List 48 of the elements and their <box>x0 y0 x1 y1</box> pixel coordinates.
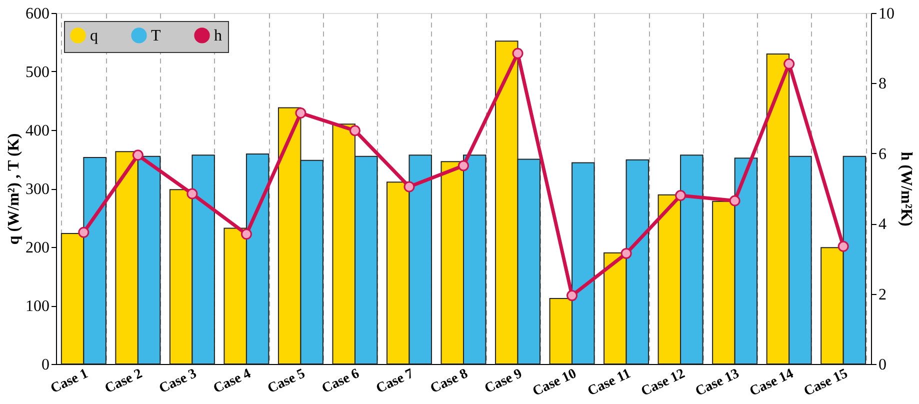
point <box>132 150 144 161</box>
y2-tick-label: 6 <box>878 146 886 163</box>
point <box>620 248 632 259</box>
point <box>78 226 90 238</box>
x-tick-label: Case 10 <box>530 366 579 400</box>
x-tick-label: Case 3 <box>157 366 200 397</box>
x-tick-label: Case 6 <box>320 366 362 397</box>
x-tick-label: Case 15 <box>802 366 850 400</box>
x-tick-label: Case 9 <box>482 366 525 397</box>
y-tick-label: 200 <box>26 240 50 256</box>
y-tick-label: 100 <box>26 298 50 315</box>
y2-tick-label: 0 <box>878 356 886 374</box>
y2-tick-label: 10 <box>878 6 894 22</box>
point <box>729 195 740 206</box>
point <box>512 48 524 59</box>
point <box>186 188 198 200</box>
y-tick-label: 500 <box>26 64 50 81</box>
legend-label: h <box>214 27 222 44</box>
x-tick-label: Case 4 <box>211 366 254 397</box>
x-tick-label: Case 1 <box>48 366 91 397</box>
legend-label: T <box>151 27 161 44</box>
y2-tick-label: 2 <box>878 286 886 304</box>
point <box>404 181 415 192</box>
point <box>838 240 849 252</box>
x-tick-label: Case 5 <box>266 366 308 397</box>
y-tick-label: 600 <box>26 6 50 22</box>
y-axis-title: q (W/m²) , T (K) <box>6 133 22 245</box>
x-tick-label: Case 12 <box>639 366 688 400</box>
legend-label: q <box>90 27 98 44</box>
x-tick-label: Case 7 <box>374 366 416 397</box>
point <box>295 108 306 119</box>
point <box>240 228 252 240</box>
x-tick-label: Case 2 <box>102 366 145 397</box>
point <box>784 58 795 70</box>
point <box>349 125 360 136</box>
y-tick-label: 300 <box>26 181 50 198</box>
y2-axis-title: h (W/m²K) <box>898 152 914 226</box>
y-tick-label: 400 <box>26 122 50 140</box>
x-tick-label: Case 13 <box>693 366 742 400</box>
y-tick-label: 0 <box>42 356 50 374</box>
x-tick-label: Case 11 <box>586 366 634 400</box>
x-tick-label: Case 8 <box>428 366 470 397</box>
y2-tick-label: 4 <box>878 216 886 234</box>
point <box>566 290 578 302</box>
point <box>675 190 686 202</box>
y2-tick-label: 8 <box>878 76 886 93</box>
point <box>458 160 469 172</box>
x-tick-label: Case 14 <box>748 366 796 400</box>
